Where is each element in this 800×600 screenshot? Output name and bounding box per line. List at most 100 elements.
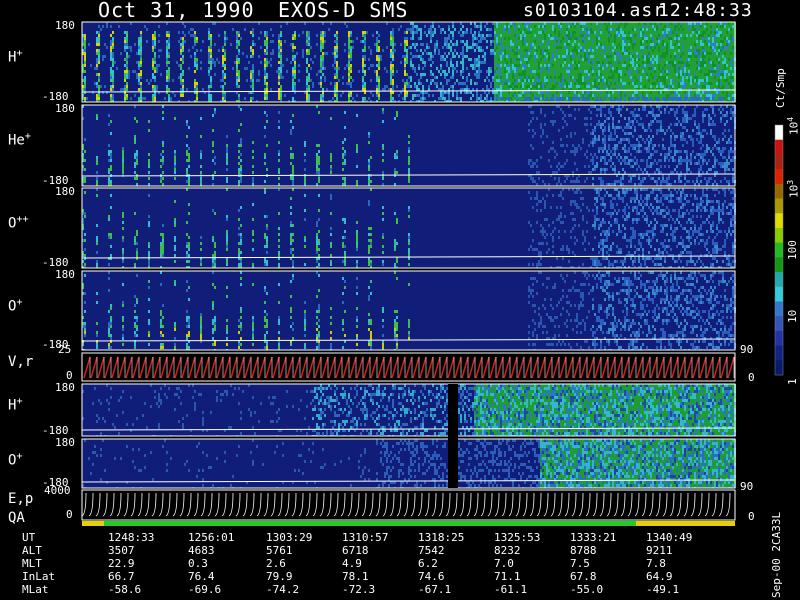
vr-trace	[727, 356, 735, 379]
ep-curve	[305, 492, 311, 517]
ep-curve	[123, 492, 129, 517]
vr-trace	[454, 356, 462, 379]
species-label-3: O+	[8, 297, 22, 315]
vr-trace	[545, 356, 553, 379]
vr-trace	[692, 356, 700, 379]
ep-curve	[417, 492, 423, 517]
ep-curve	[606, 492, 612, 517]
vr-trace	[384, 356, 392, 379]
vr-top-tick: 25	[58, 343, 72, 356]
axis-bottom-tick: -180	[42, 174, 69, 187]
ep-curve	[725, 492, 731, 517]
ep-curve	[368, 492, 374, 517]
vr-trace	[293, 356, 301, 379]
ep-curve	[200, 492, 206, 517]
footer-cell: 22.9	[108, 557, 135, 570]
ep-curve	[235, 492, 241, 517]
axis-top-tick: 180	[55, 102, 75, 115]
vr-trace	[279, 356, 287, 379]
footer-row-name: UT	[22, 531, 36, 544]
colorbar-segment	[775, 139, 783, 155]
vr-trace	[552, 356, 560, 379]
vr-trace	[664, 356, 672, 379]
vr-trace	[594, 356, 602, 379]
species-label: H	[8, 49, 17, 66]
ep-frame	[81, 489, 736, 521]
ep-curve	[347, 492, 353, 517]
species-label: O	[8, 452, 17, 469]
axis-top-tick: 180	[55, 185, 75, 198]
panel-hlow-frame	[81, 383, 736, 437]
colorbar-frame	[774, 124, 784, 376]
ep-curve	[249, 492, 255, 517]
ep-top-tick: 4000	[44, 484, 71, 497]
panel-he-spectrogram	[82, 105, 736, 186]
ep-curve	[242, 492, 248, 517]
vr-trace	[125, 356, 133, 379]
panel-o2-spectrogram	[82, 188, 736, 268]
colorbar-segment	[775, 316, 783, 332]
vr-trace	[468, 356, 476, 379]
ep-curve	[550, 492, 556, 517]
footer-cell: 2.6	[266, 557, 286, 570]
panel-he-frame	[81, 104, 736, 187]
ep-curve	[389, 492, 395, 517]
colorbar-title: Ct/Smp	[774, 68, 787, 108]
lower-species-label-0: H+	[8, 396, 22, 414]
colorbar-label-base: 100	[786, 240, 799, 260]
ep-curve	[620, 492, 626, 517]
footer-cell: 7.8	[646, 557, 666, 570]
footer-row-name: MLT	[22, 557, 42, 570]
vr-trace	[314, 356, 322, 379]
ep-curve	[312, 492, 318, 517]
instrument-name: EXOS-D SMS	[278, 0, 409, 22]
ep-curve	[130, 492, 136, 517]
vr-trace	[181, 356, 189, 379]
colorbar-segment	[775, 345, 783, 361]
ep-curve	[648, 492, 654, 517]
vr-frame	[81, 352, 736, 382]
ep-curve	[144, 492, 150, 517]
vr-trace	[573, 356, 581, 379]
footer-row-name: ALT	[22, 544, 42, 557]
lower-species-label-1: O+	[8, 451, 22, 469]
ep-curve	[676, 492, 682, 517]
vr-trace	[370, 356, 378, 379]
vr-trace	[265, 356, 273, 379]
vr-trace	[720, 356, 728, 379]
ep-curve	[81, 492, 87, 517]
footer-cell: 71.1	[494, 570, 521, 583]
vr-trace	[377, 356, 385, 379]
colorbar-label: 100	[786, 240, 799, 260]
vr-trace	[517, 356, 525, 379]
footer-cell: 1303:29	[266, 531, 313, 544]
vr-trace	[83, 356, 91, 379]
species-charge: +	[16, 451, 23, 462]
vr-trace	[699, 356, 707, 379]
ep-curve	[298, 492, 304, 517]
file-name: s0103104.asr	[523, 0, 666, 21]
ep-curve	[473, 492, 479, 517]
ep-curve	[340, 492, 346, 517]
ep-curve	[452, 492, 458, 517]
ep-curve	[284, 492, 290, 517]
vr-bottom-tick: 0	[66, 369, 73, 382]
ep-curve	[466, 492, 472, 517]
axis-top-tick: 180	[55, 268, 75, 281]
ep-curve	[109, 492, 115, 517]
footer-cell: -74.2	[266, 583, 300, 596]
vr-trace	[216, 356, 224, 379]
vr-trace	[678, 356, 686, 379]
ep-curve	[529, 492, 535, 517]
footer-row-name: MLat	[22, 583, 49, 596]
ep-curve	[207, 492, 213, 517]
ep-curve	[459, 492, 465, 517]
footer-cell: -67.1	[418, 583, 452, 596]
ep-curve	[158, 492, 164, 517]
vr-trace	[104, 356, 112, 379]
ep-curve	[655, 492, 661, 517]
colorbar-label-base: 1	[786, 378, 799, 385]
vr-trace	[636, 356, 644, 379]
vr-trace	[195, 356, 203, 379]
colorbar-segment	[775, 154, 783, 170]
